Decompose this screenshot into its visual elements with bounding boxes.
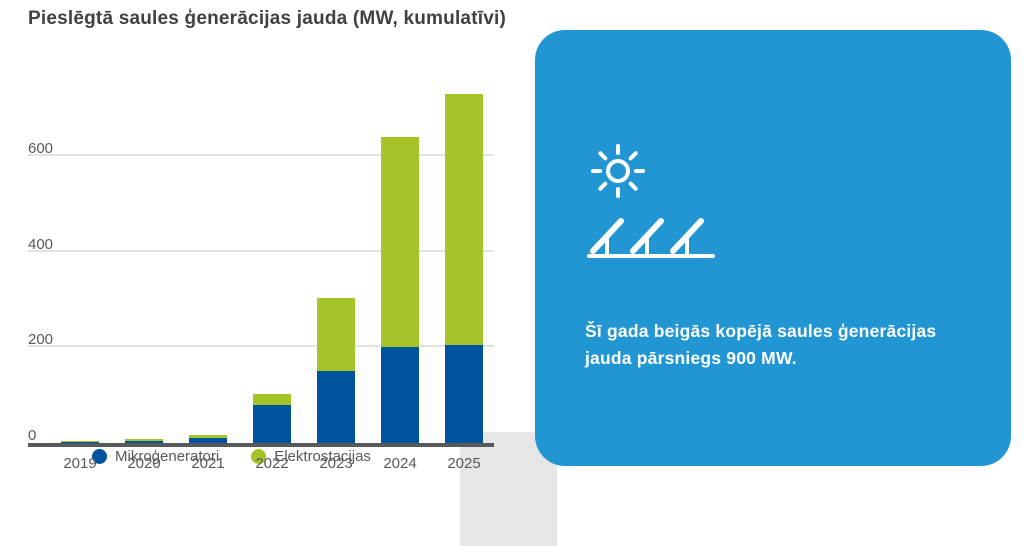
- x-tick-label-2024: 2024: [383, 455, 417, 472]
- chart-legend: Mikroģeneratori Elektrostacijas: [92, 448, 371, 465]
- x-tick-label-2021: 2021: [191, 455, 225, 472]
- gridline-400: [28, 249, 494, 252]
- gridline-200: [28, 345, 494, 348]
- bar-2021: [189, 434, 227, 443]
- bar-2020: [125, 438, 163, 443]
- legend-label: Elektrostacijas: [274, 448, 371, 465]
- gridline-600: [28, 153, 494, 156]
- legend-label: Mikroģeneratori: [115, 448, 220, 465]
- legend-item-elektrostacijas: Elektrostacijas: [251, 448, 371, 465]
- bar-2024: [381, 136, 419, 443]
- y-tick-label-200: 200: [28, 331, 54, 349]
- card-icons: [587, 140, 961, 266]
- stacked-bar-chart: 0 200 400 600 2019 2020 2021 2022 2023 2024 2025: [28, 60, 528, 546]
- bar-segment-2025-Elektrostacijas: [445, 93, 483, 345]
- legend-dot-mikrogeneratori: [92, 449, 107, 464]
- chart-title: Pieslēgtā saules ģenerācijas jauda (MW, …: [28, 8, 506, 29]
- plot-area: 0 200 400 600: [28, 60, 494, 447]
- legend-item-mikrogeneratori: Mikroģeneratori: [92, 448, 219, 465]
- card-text: Šī gada beigās kopējā saules ģenerācijas…: [585, 321, 937, 369]
- bar-segment-2021-Elektrostacijas: [189, 434, 227, 438]
- bar-segment-2022-Elektrostacijas: [253, 394, 291, 405]
- solar-panels-icon: [587, 218, 715, 258]
- bar-segment-2025-Mikroģeneratori: [445, 344, 483, 443]
- y-tick-label-0: 0: [28, 427, 37, 444]
- y-tick-label-600: 600: [28, 139, 54, 157]
- bar-segment-2020-Elektrostacijas: [125, 438, 163, 441]
- bar-segment-2021-Mikroģeneratori: [189, 437, 227, 443]
- bar-segment-2020-Mikroģeneratori: [125, 440, 163, 443]
- bar-segment-2022-Mikroģeneratori: [253, 404, 291, 443]
- bar-2022: [253, 394, 291, 443]
- info-card: Šī gada beigās kopējā saules ģenerācijas…: [535, 30, 1011, 466]
- bar-segment-2024-Elektrostacijas: [381, 136, 419, 348]
- legend-dot-elektrostacijas: [251, 449, 267, 464]
- bar-segment-2023-Mikroģeneratori: [317, 371, 355, 443]
- bar-2019: [61, 440, 99, 443]
- x-tick-label-2025: 2025: [447, 455, 481, 472]
- x-tick-label-2019: 2019: [63, 455, 97, 472]
- bar-2023: [317, 298, 355, 443]
- x-tick-label-2020: 2020: [127, 455, 161, 472]
- bar-segment-2019-Elektrostacijas: [61, 440, 99, 442]
- bar-2025: [445, 93, 483, 443]
- bar-segment-2019-Mikroģeneratori: [61, 441, 99, 443]
- x-tick-label-2022: 2022: [255, 455, 289, 472]
- x-axis-labels: 2019 2020 2021 2022 2023 2024 2025: [28, 447, 494, 473]
- bar-segment-2023-Elektrostacijas: [317, 298, 355, 372]
- x-tick-label-2023: 2023: [319, 455, 353, 472]
- sun-icon: [591, 144, 645, 198]
- y-tick-label-400: 400: [28, 235, 54, 253]
- bar-segment-2024-Mikroģeneratori: [381, 347, 419, 443]
